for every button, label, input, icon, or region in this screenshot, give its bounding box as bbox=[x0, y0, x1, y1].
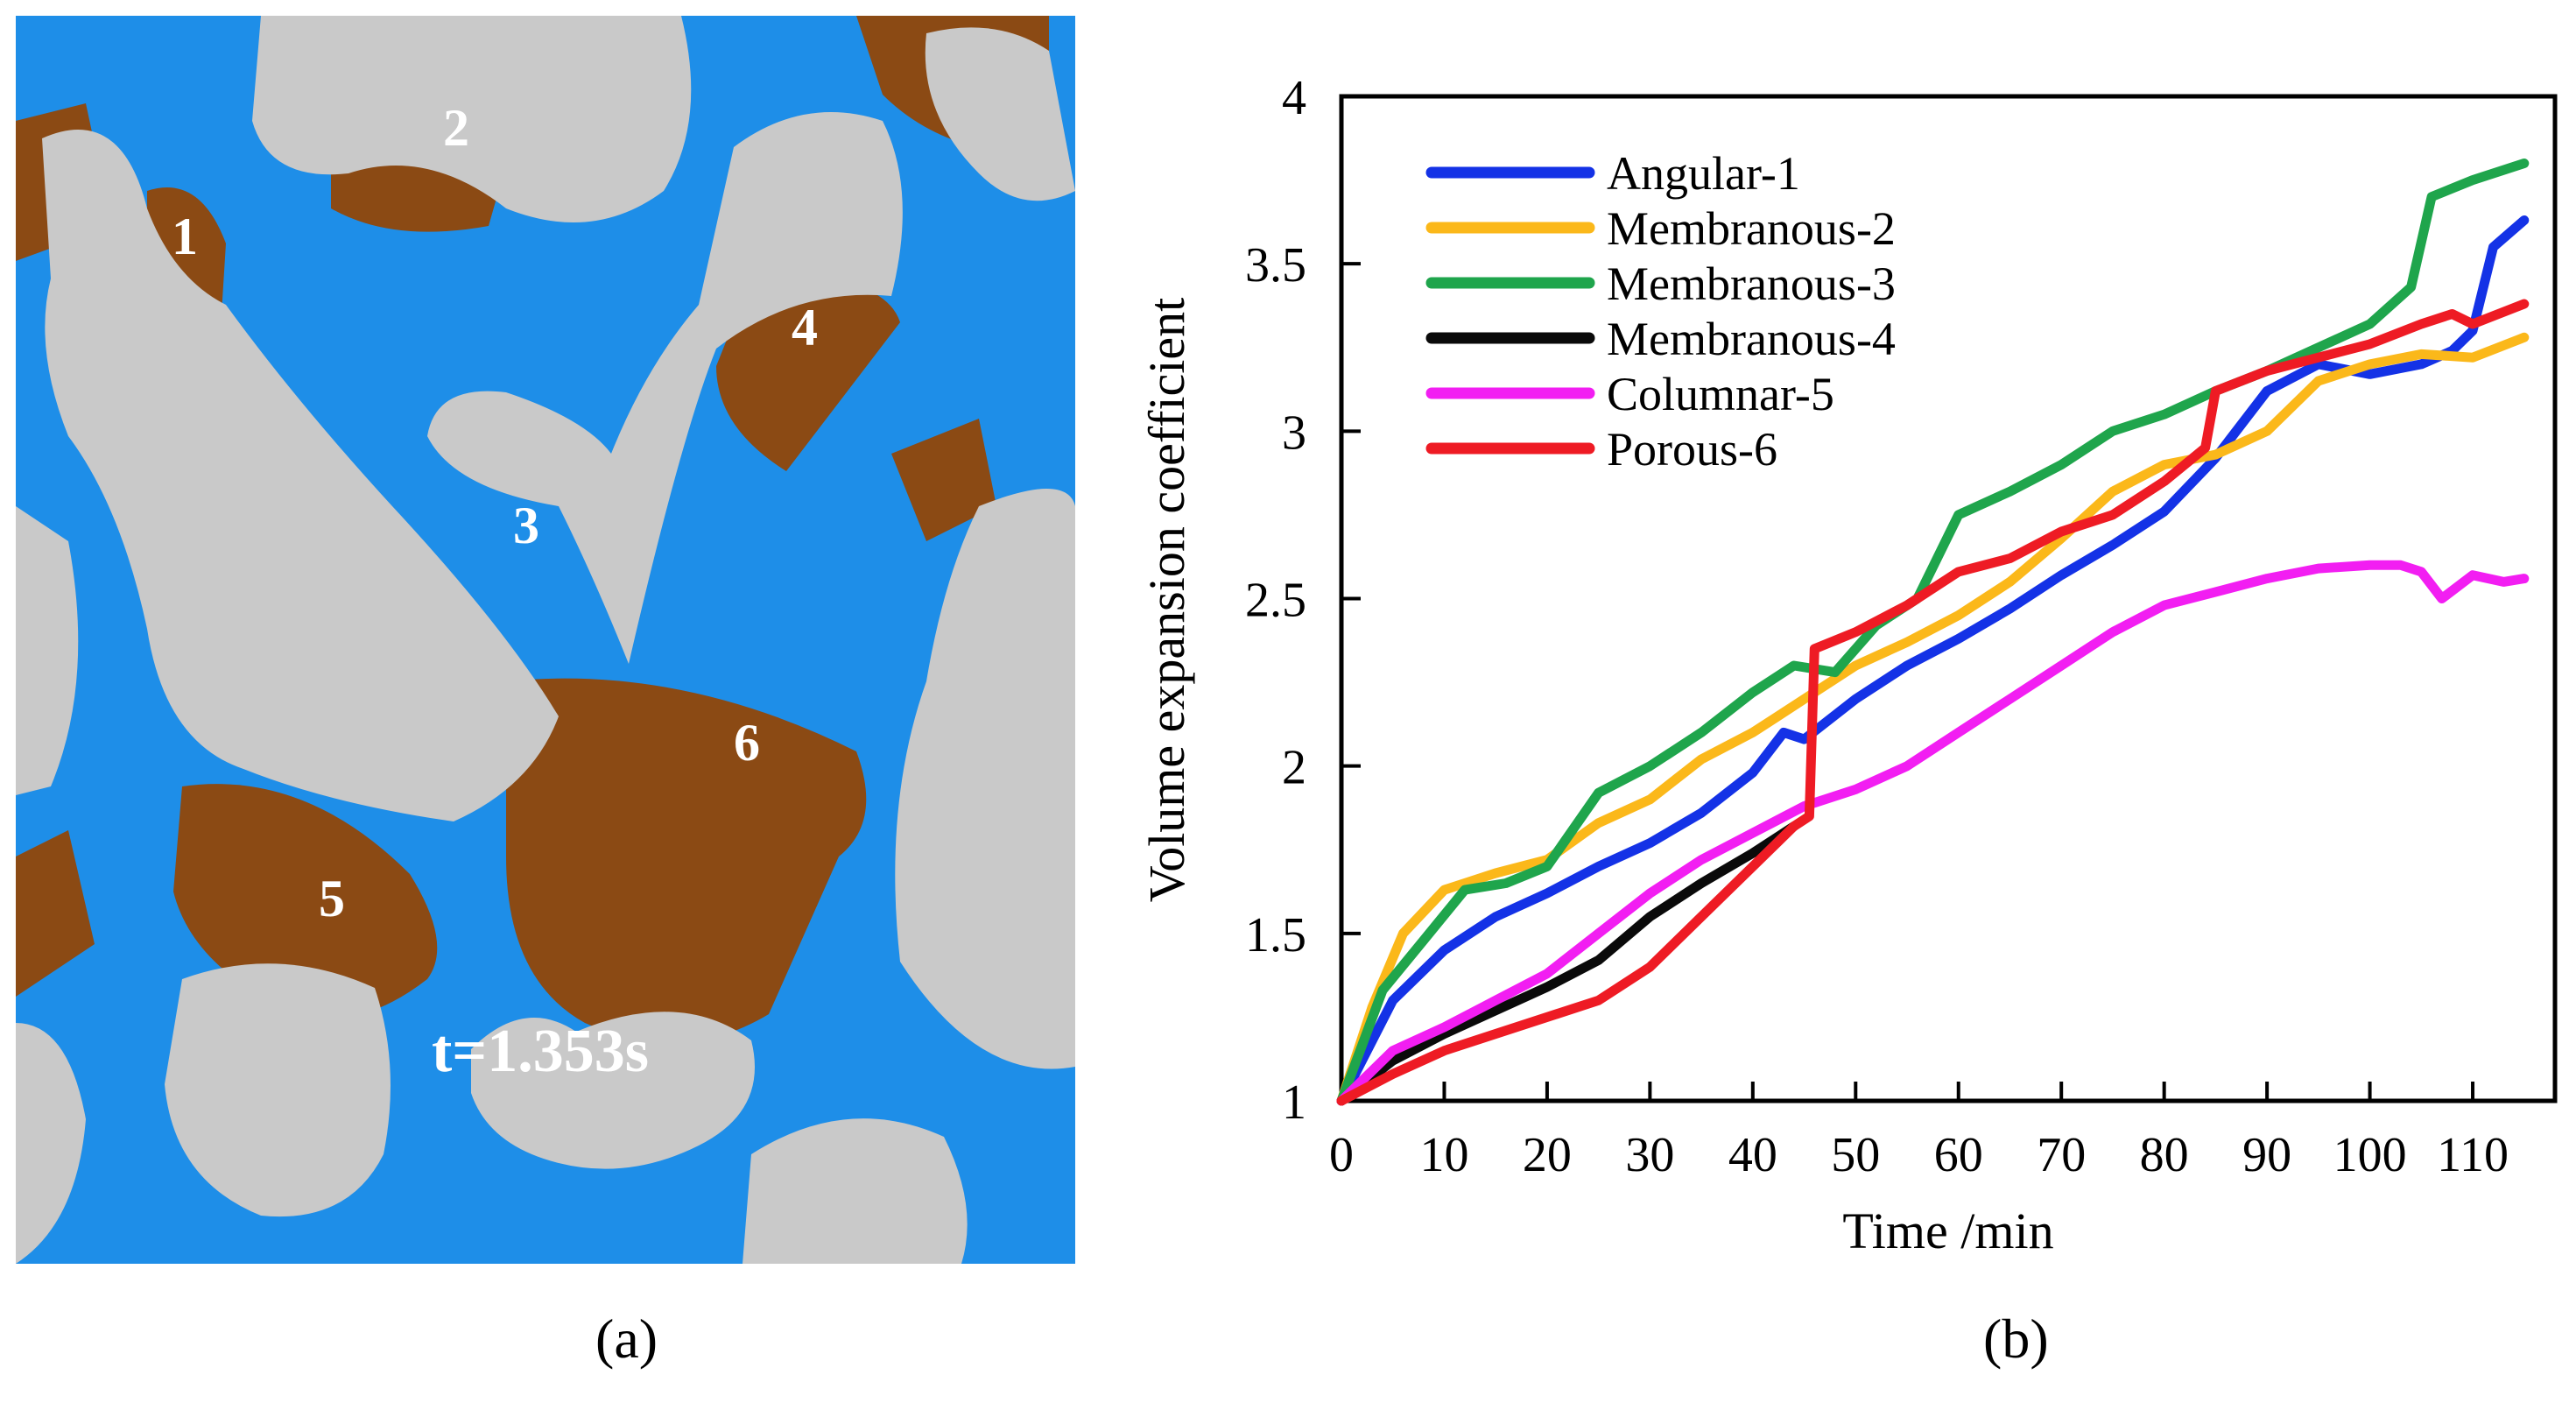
rock-grain bbox=[427, 112, 903, 664]
x-tick-label: 100 bbox=[2333, 1128, 2407, 1182]
y-tick-label: 1 bbox=[1282, 1075, 1306, 1130]
x-tick-label: 70 bbox=[2037, 1128, 2086, 1182]
legend-label: Angular-1 bbox=[1607, 147, 1800, 200]
x-tick-label: 50 bbox=[1831, 1128, 1880, 1182]
oil-region bbox=[716, 277, 900, 471]
x-tick-label: 40 bbox=[1728, 1128, 1777, 1182]
x-tick-label: 110 bbox=[2437, 1128, 2509, 1182]
y-tick-label: 3.5 bbox=[1245, 238, 1306, 293]
rock-grain bbox=[42, 130, 559, 821]
series-line-porous-6 bbox=[1336, 299, 2530, 1106]
timestamp-label: t=1.353s bbox=[432, 1018, 649, 1085]
legend-label: Membranous-3 bbox=[1607, 257, 1896, 310]
rock-grain bbox=[743, 1118, 968, 1264]
x-tick-label: 30 bbox=[1625, 1128, 1674, 1182]
region-label-6: 6 bbox=[734, 714, 760, 772]
series-line-membranous-4 bbox=[1336, 821, 1799, 1106]
y-tick-label: 2.5 bbox=[1245, 574, 1306, 628]
legend-label: Porous-6 bbox=[1607, 423, 1777, 476]
rock-grain bbox=[16, 506, 79, 795]
panel-a-caption: (a) bbox=[595, 1308, 658, 1370]
legend-label: Columnar-5 bbox=[1607, 368, 1834, 420]
micromodel-image: 1 2 3 4 5 6 t=1.353s bbox=[16, 16, 1075, 1264]
region-label-4: 4 bbox=[792, 299, 818, 356]
y-tick-label: 2 bbox=[1282, 741, 1306, 795]
x-tick-label: 0 bbox=[1329, 1128, 1354, 1182]
rock-grain bbox=[16, 1023, 86, 1264]
series-line-membranous-2 bbox=[1336, 332, 2530, 1106]
series-line-columnar-5 bbox=[1336, 560, 2530, 1106]
plot-frame bbox=[1339, 94, 2558, 1103]
x-axis-title: Time /min bbox=[1842, 1202, 2053, 1259]
y-tick-label: 4 bbox=[1282, 71, 1306, 125]
region-label-3: 3 bbox=[513, 497, 539, 554]
region-label-1: 1 bbox=[172, 208, 198, 265]
legend-label: Membranous-2 bbox=[1607, 202, 1896, 255]
oil-region bbox=[173, 784, 438, 1019]
x-tick-label: 20 bbox=[1523, 1128, 1572, 1182]
y-tick-label: 1.5 bbox=[1245, 908, 1306, 962]
rock-grain bbox=[165, 963, 391, 1217]
region-label-5: 5 bbox=[319, 870, 345, 927]
x-tick-label: 90 bbox=[2242, 1128, 2291, 1182]
legend-label: Membranous-4 bbox=[1607, 313, 1896, 365]
y-tick-label: 3 bbox=[1282, 405, 1306, 460]
x-tick-label: 60 bbox=[1934, 1128, 1983, 1182]
region-label-2: 2 bbox=[443, 99, 469, 157]
oil-region bbox=[891, 419, 996, 541]
expansion-chart: 0 10 20 30 40 50 60 70 80 90 100 110 1 1.5 2 2.5 3 3.5 4 A… bbox=[1138, 71, 2558, 1259]
y-axis-title: Volume expansion coefficient bbox=[1138, 298, 1195, 902]
oil-region bbox=[506, 678, 867, 1043]
oil-region bbox=[16, 830, 95, 997]
rock-grain bbox=[252, 16, 692, 222]
rock-grain bbox=[895, 489, 1075, 1069]
x-tick-label: 10 bbox=[1419, 1128, 1468, 1182]
panel-b-caption: (b) bbox=[1983, 1308, 2049, 1370]
rock-grain bbox=[925, 27, 1075, 201]
x-tick-label: 80 bbox=[2140, 1128, 2189, 1182]
series-line-angular-1 bbox=[1336, 215, 2530, 1106]
rock-grain bbox=[471, 1012, 755, 1169]
